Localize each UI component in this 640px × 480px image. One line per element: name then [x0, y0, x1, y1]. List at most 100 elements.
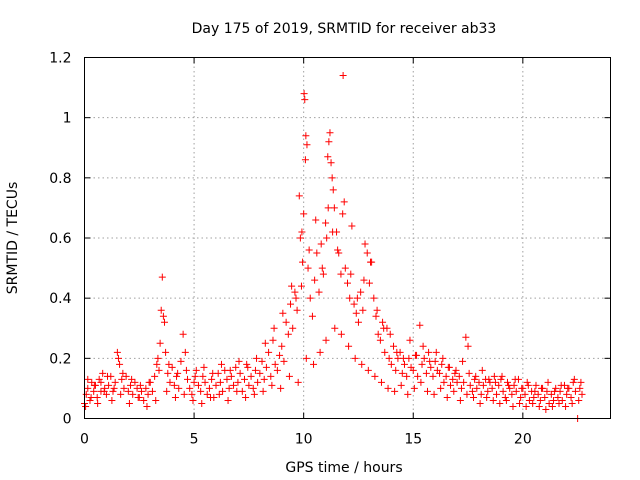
data-point — [397, 381, 405, 389]
data-point — [392, 366, 400, 374]
data-point — [182, 366, 190, 374]
data-point — [100, 387, 108, 395]
data-point — [93, 393, 101, 401]
x-axis-label: GPS time / hours — [285, 460, 402, 476]
data-point — [276, 351, 284, 359]
x-tick-label: 15 — [404, 432, 422, 448]
data-point — [227, 372, 235, 380]
data-point — [258, 357, 266, 365]
data-point — [194, 381, 202, 389]
data-point — [364, 366, 372, 374]
data-point — [341, 264, 349, 272]
data-point — [335, 249, 343, 257]
data-point — [575, 396, 583, 404]
data-point — [358, 360, 366, 368]
data-point — [536, 396, 544, 404]
data-point — [173, 372, 181, 380]
data-point — [127, 381, 135, 389]
data-point — [97, 378, 105, 386]
data-point — [260, 375, 268, 383]
data-point — [224, 396, 232, 404]
data-point — [410, 384, 418, 392]
data-point — [452, 366, 460, 374]
data-point — [82, 402, 90, 410]
data-point — [125, 399, 133, 407]
data-point — [543, 387, 551, 395]
data-point — [299, 258, 307, 266]
data-point — [386, 330, 394, 338]
data-point — [94, 399, 102, 407]
data-point — [242, 393, 250, 401]
data-point — [571, 387, 579, 395]
data-point — [545, 399, 553, 407]
data-point — [506, 384, 514, 392]
data-point — [156, 339, 164, 347]
data-point — [181, 348, 189, 356]
data-point — [131, 378, 139, 386]
data-point — [261, 339, 269, 347]
data-point — [249, 384, 257, 392]
data-point — [270, 324, 278, 332]
data-point — [291, 288, 299, 296]
data-point — [153, 360, 161, 368]
data-point — [197, 387, 205, 395]
data-point — [516, 399, 524, 407]
data-point — [562, 402, 570, 410]
data-point — [529, 399, 537, 407]
data-point — [422, 369, 430, 377]
data-point — [151, 372, 159, 380]
data-point — [298, 228, 306, 236]
data-point — [460, 378, 468, 386]
data-point — [544, 378, 552, 386]
data-point — [468, 387, 476, 395]
data-point — [296, 234, 304, 242]
data-point — [404, 390, 412, 398]
data-point — [201, 378, 209, 386]
data-point — [350, 300, 358, 308]
data-point — [437, 384, 445, 392]
data-point — [493, 390, 501, 398]
x-tick-label: 20 — [514, 432, 532, 448]
grid — [84, 57, 611, 419]
data-point — [325, 138, 333, 146]
data-point — [473, 384, 481, 392]
data-point — [324, 153, 332, 161]
data-point — [570, 375, 578, 383]
data-point — [84, 384, 92, 392]
data-point — [259, 387, 267, 395]
data-point — [361, 240, 369, 248]
data-point — [301, 156, 309, 164]
data-point — [512, 387, 520, 395]
data-point — [133, 384, 141, 392]
data-point — [331, 324, 339, 332]
data-point — [226, 366, 234, 374]
data-point — [479, 381, 487, 389]
data-point — [285, 372, 293, 380]
data-point — [534, 390, 542, 398]
data-point — [551, 387, 559, 395]
data-point — [208, 375, 216, 383]
data-point — [576, 384, 584, 392]
data-point — [217, 360, 225, 368]
data-point — [488, 384, 496, 392]
data-point — [87, 393, 95, 401]
data-point — [475, 378, 483, 386]
data-point — [329, 186, 337, 194]
data-point — [403, 372, 411, 380]
data-point — [577, 378, 585, 386]
data-point — [256, 369, 264, 377]
data-point — [305, 246, 313, 254]
data-point — [552, 384, 560, 392]
data-point — [134, 393, 142, 401]
data-point — [324, 204, 332, 212]
data-point — [436, 369, 444, 377]
data-point — [253, 354, 261, 362]
data-point — [165, 360, 173, 368]
data-point — [279, 309, 287, 317]
data-point — [207, 393, 215, 401]
data-point — [442, 372, 450, 380]
data-point — [190, 378, 198, 386]
data-point — [262, 363, 270, 371]
data-point — [232, 363, 240, 371]
data-point — [416, 321, 424, 329]
